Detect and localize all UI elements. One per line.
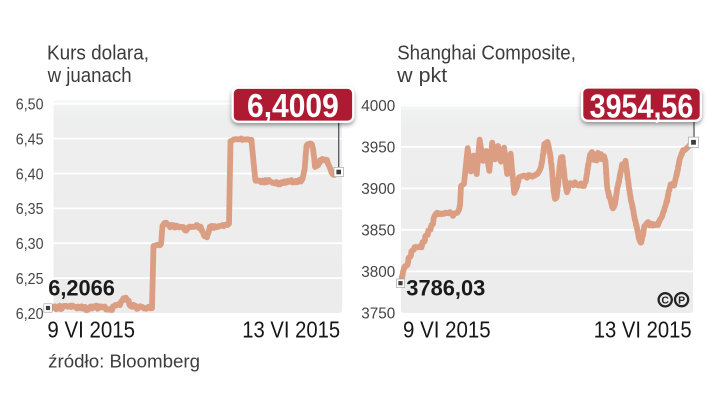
svg-text:w juanach: w juanach xyxy=(47,65,132,87)
svg-text:Kurs dolara,: Kurs dolara, xyxy=(47,42,149,64)
svg-text:6,50: 6,50 xyxy=(16,97,44,114)
svg-text:3954,56: 3954,56 xyxy=(590,88,694,125)
svg-text:3850: 3850 xyxy=(361,223,395,240)
svg-text:6,2066: 6,2066 xyxy=(48,275,115,300)
svg-text:3900: 3900 xyxy=(361,181,395,198)
svg-text:9 VI 2015: 9 VI 2015 xyxy=(47,317,135,343)
svg-text:6,35: 6,35 xyxy=(16,201,44,218)
svg-text:w pkt: w pkt xyxy=(396,65,448,87)
svg-text:C: C xyxy=(661,295,669,307)
svg-text:6,45: 6,45 xyxy=(16,131,44,148)
svg-text:4000: 4000 xyxy=(361,98,395,115)
svg-text:6,20: 6,20 xyxy=(16,306,44,323)
svg-text:13 VI 2015: 13 VI 2015 xyxy=(594,317,692,343)
svg-text:3800: 3800 xyxy=(361,264,395,281)
svg-text:P: P xyxy=(678,294,685,306)
svg-text:13 VI 2015: 13 VI 2015 xyxy=(242,317,340,343)
svg-text:6,25: 6,25 xyxy=(16,271,44,288)
svg-text:3786,03: 3786,03 xyxy=(406,275,485,300)
svg-text:3750: 3750 xyxy=(361,306,395,323)
svg-text:Shanghai Composite,: Shanghai Composite, xyxy=(397,42,576,64)
svg-text:6,4009: 6,4009 xyxy=(247,87,339,124)
svg-text:6,40: 6,40 xyxy=(16,166,44,183)
svg-text:6,30: 6,30 xyxy=(16,236,44,253)
svg-text:9 VI 2015: 9 VI 2015 xyxy=(403,317,491,343)
svg-text:źródło: Bloomberg: źródło: Bloomberg xyxy=(48,352,200,372)
svg-text:3950: 3950 xyxy=(361,140,395,157)
